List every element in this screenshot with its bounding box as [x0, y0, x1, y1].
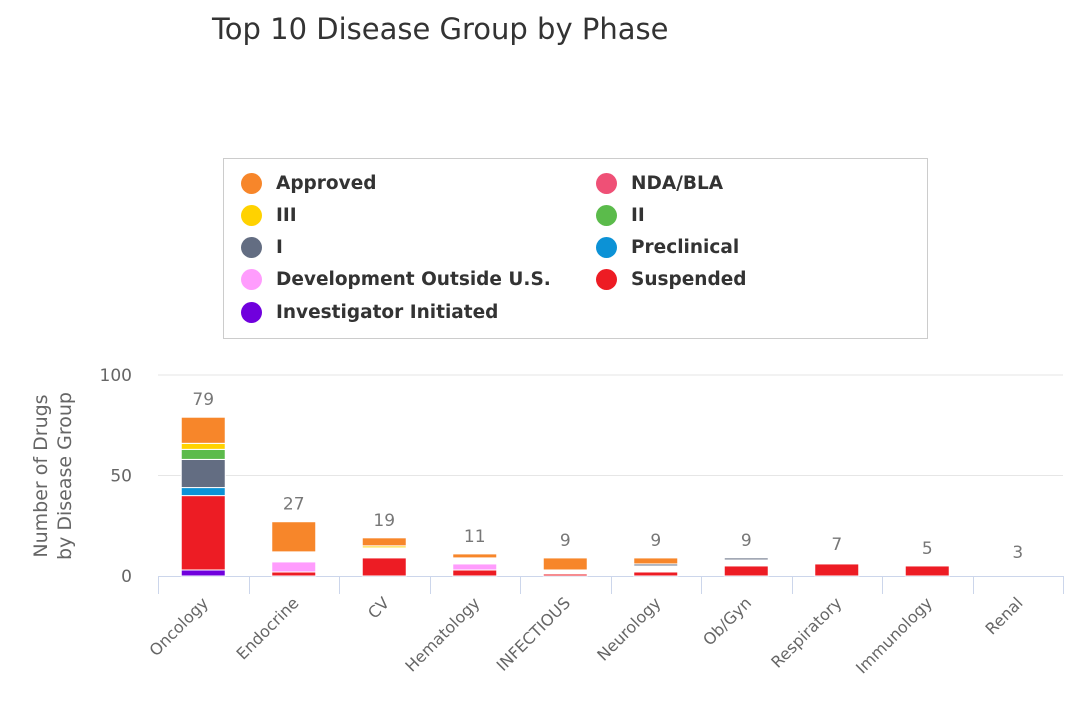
bar-immunology-suspended[interactable] [904, 565, 950, 577]
stack-total-label: 9 [560, 531, 571, 551]
bar-hematology-approved[interactable] [452, 553, 498, 559]
bar-oncology-suspended[interactable] [180, 495, 226, 571]
legend-marker-icon [241, 237, 262, 259]
bar-oncology-ii[interactable] [180, 448, 226, 460]
x-tick-label: CV [364, 593, 393, 622]
bar-cv-approved[interactable] [361, 537, 407, 547]
bar-hematology-development-outside-u-s[interactable] [452, 563, 498, 571]
legend-marker-icon [241, 301, 262, 323]
x-tick-label: Endocrine [233, 593, 303, 663]
bar-neurology-suspended[interactable] [633, 571, 679, 577]
legend: Approved NDA/BLA III II I Preclinical Developm… [223, 158, 928, 339]
x-tick-label: INFECTIOUS [493, 593, 574, 674]
legend-item-development-outside-u-s[interactable]: Development Outside U.S. [241, 268, 551, 292]
legend-item-ii[interactable]: II [596, 203, 645, 227]
y-tick-label: 0 [121, 567, 132, 587]
x-tick-label: Hematology [401, 593, 483, 675]
legend-item-suspended[interactable]: Suspended [596, 268, 747, 292]
legend-item-investigator-initiated[interactable]: Investigator Initiated [241, 300, 498, 324]
bar-endocrine-suspended[interactable] [271, 571, 317, 577]
stack-total-label: 27 [283, 495, 305, 515]
bar-endocrine-approved[interactable] [271, 521, 317, 553]
legend-label: III [276, 204, 297, 226]
chart-title: Top 10 Disease Group by Phase [212, 12, 669, 46]
legend-item-approved[interactable]: Approved [241, 171, 377, 195]
stack-total-label: 79 [192, 390, 214, 410]
bar-oncology-i[interactable] [180, 458, 226, 489]
legend-label: I [276, 237, 283, 259]
legend-item-i[interactable]: I [241, 236, 283, 260]
stack-total-label: 9 [650, 531, 661, 551]
bar-neurology-approved[interactable] [633, 557, 679, 565]
y-axis-title: Number of Drugs by Disease Group [30, 392, 76, 560]
x-tick-label: Renal [982, 593, 1027, 638]
bar-oncology-preclinical[interactable] [180, 487, 226, 497]
bar-hematology-suspended[interactable] [452, 569, 498, 577]
stack-total-label: 3 [1012, 543, 1023, 563]
bar-oncology-investigator-initiated[interactable] [180, 569, 226, 577]
legend-marker-icon [596, 237, 617, 259]
legend-label: II [631, 204, 645, 226]
legend-marker-icon [596, 172, 617, 194]
bar-ob-gyn-suspended[interactable] [723, 565, 769, 577]
bar-endocrine-development-outside-u-s[interactable] [271, 561, 317, 573]
legend-label: Suspended [631, 269, 747, 291]
y-tick-label: 100 [100, 366, 132, 386]
legend-marker-icon [241, 204, 262, 226]
legend-item-nda-bla[interactable]: NDA/BLA [596, 171, 723, 195]
legend-item-iii[interactable]: III [241, 203, 297, 227]
legend-marker-icon [241, 172, 262, 194]
legend-item-preclinical[interactable]: Preclinical [596, 236, 739, 260]
legend-label: NDA/BLA [631, 172, 724, 194]
legend-marker-icon [596, 269, 617, 291]
bar-oncology-approved[interactable] [180, 416, 226, 444]
x-tick-label: Neurology [593, 593, 664, 664]
bar-ob-gyn-i[interactable] [723, 557, 769, 561]
stack-total-label: 7 [831, 535, 842, 555]
x-tick-label: Immunology [852, 593, 936, 677]
x-tick-label: Oncology [145, 593, 212, 660]
legend-label: Approved [276, 172, 377, 194]
stack-total-label: 5 [922, 539, 933, 559]
bar-respiratory-suspended[interactable] [814, 563, 860, 577]
bar-cv-suspended[interactable] [361, 557, 407, 577]
bar-infectious-suspended[interactable] [542, 573, 588, 577]
legend-marker-icon [596, 204, 617, 226]
legend-label: Preclinical [631, 237, 740, 259]
legend-label: Development Outside U.S. [276, 269, 551, 291]
stack-total-label: 9 [741, 531, 752, 551]
stack-total-label: 19 [373, 511, 395, 531]
legend-marker-icon [241, 269, 262, 291]
bar-infectious-approved[interactable] [542, 557, 588, 571]
x-tick-label: Respiratory [767, 593, 845, 671]
bar-oncology-iii[interactable] [180, 442, 226, 450]
y-tick-label: 50 [110, 467, 132, 487]
stack-total-label: 11 [464, 527, 486, 547]
legend-label: Investigator Initiated [276, 301, 499, 323]
x-tick-label: Ob/Gyn [699, 593, 755, 649]
